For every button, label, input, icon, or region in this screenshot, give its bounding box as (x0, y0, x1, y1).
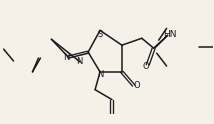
Text: O: O (133, 81, 140, 90)
Text: N: N (97, 70, 103, 79)
Text: N: N (76, 58, 82, 66)
Text: O: O (142, 62, 149, 71)
Text: HN: HN (163, 30, 177, 39)
Text: S: S (97, 30, 103, 39)
Text: N: N (63, 53, 69, 62)
